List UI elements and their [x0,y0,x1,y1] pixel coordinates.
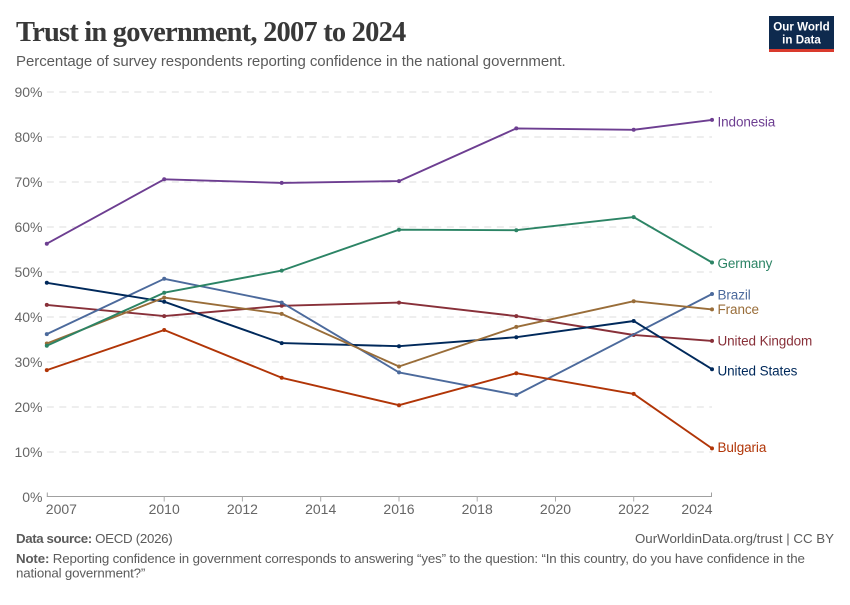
svg-text:Note: Reporting confidence in: Note: Reporting confidence in government… [16,551,805,566]
svg-text:80%: 80% [14,129,42,145]
svg-text:2012: 2012 [227,501,258,517]
svg-text:50%: 50% [14,264,42,280]
svg-text:60%: 60% [14,219,42,235]
svg-text:United Kingdom: United Kingdom [718,334,813,349]
svg-text:40%: 40% [14,309,42,325]
svg-text:30%: 30% [14,354,42,370]
svg-text:2020: 2020 [540,501,571,517]
svg-text:Brazil: Brazil [718,288,751,303]
svg-text:70%: 70% [14,174,42,190]
svg-text:2007: 2007 [46,501,77,517]
svg-text:United States: United States [718,363,798,378]
svg-text:in Data: in Data [782,34,821,47]
svg-text:Indonesia: Indonesia [718,115,776,130]
svg-text:France: France [718,302,759,317]
svg-text:2024: 2024 [681,501,712,517]
svg-text:90%: 90% [14,84,42,100]
svg-text:Trust in government, 2007 to 2: Trust in government, 2007 to 2024 [16,17,406,48]
svg-text:20%: 20% [14,399,42,415]
svg-text:2022: 2022 [618,501,649,517]
svg-text:0%: 0% [22,489,42,505]
svg-text:Bulgaria: Bulgaria [718,440,767,455]
svg-text:Our World: Our World [773,21,829,34]
svg-text:Percentage of survey responden: Percentage of survey respondents reporti… [16,53,566,70]
svg-text:OurWorldinData.org/trust | CC: OurWorldinData.org/trust | CC BY [635,531,834,546]
svg-text:2014: 2014 [305,501,336,517]
svg-text:10%: 10% [14,444,42,460]
svg-text:national government?”: national government?” [16,566,145,581]
svg-text:2018: 2018 [462,501,493,517]
svg-text:Data source: OECD (2026): Data source: OECD (2026) [16,531,172,546]
svg-text:2010: 2010 [149,501,180,517]
svg-text:Germany: Germany [718,256,773,271]
svg-text:2016: 2016 [383,501,414,517]
